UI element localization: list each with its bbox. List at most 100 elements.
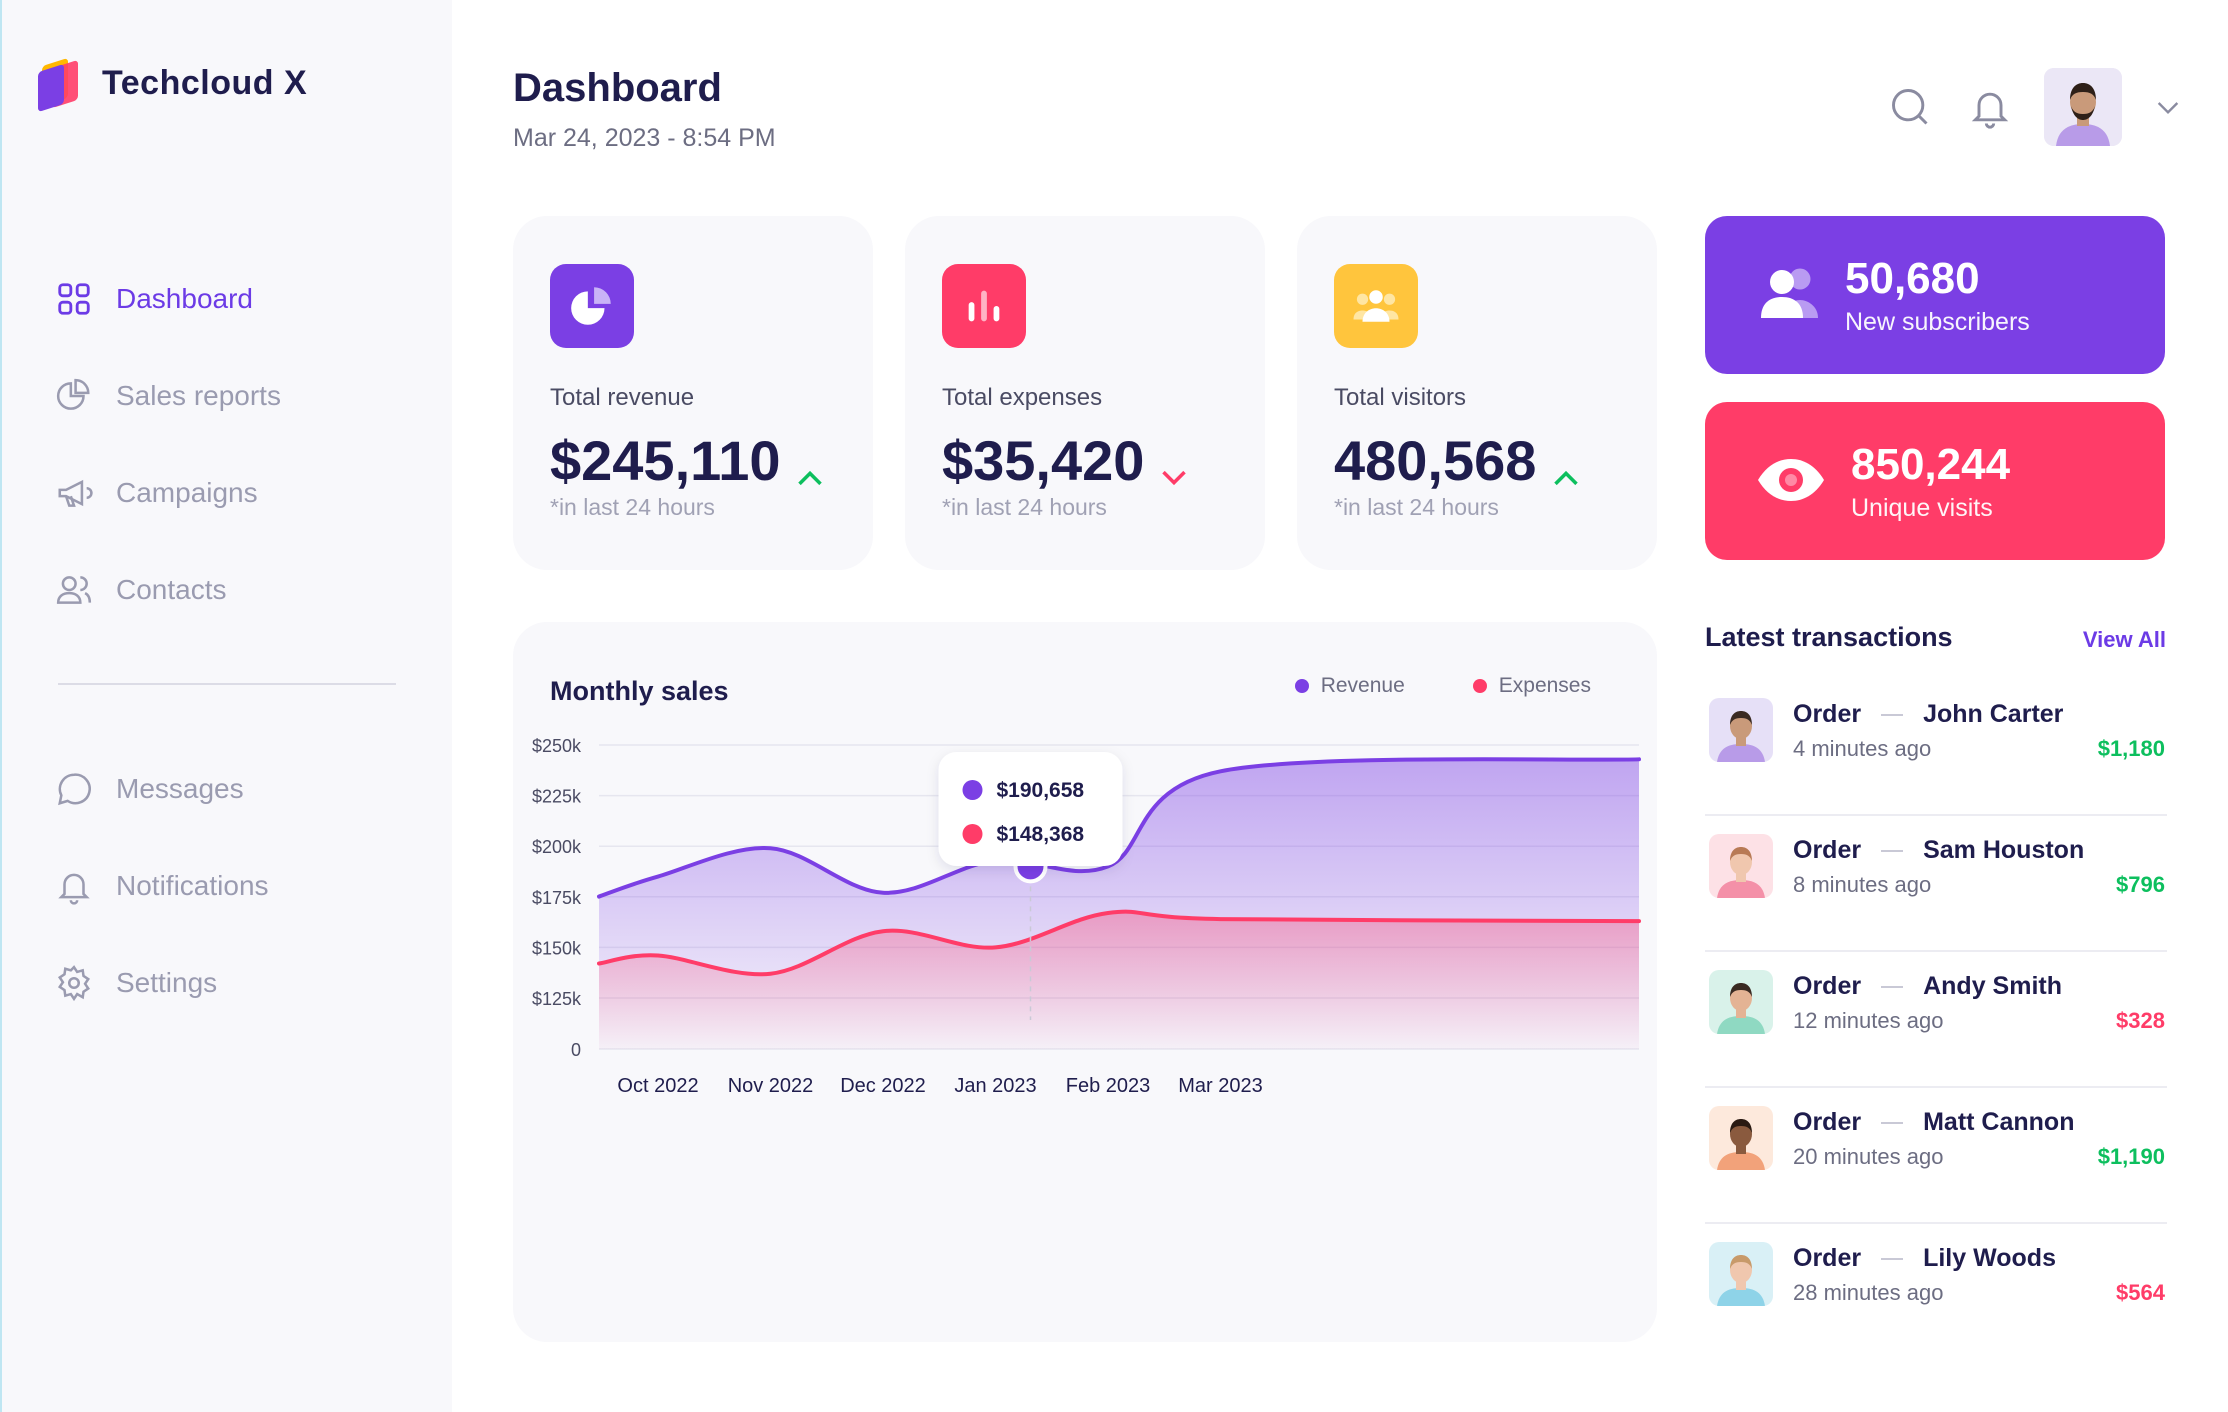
header-actions bbox=[1854, 68, 2188, 146]
trend-down-icon bbox=[1160, 436, 1188, 501]
sidebar-item-sales-reports[interactable]: Sales reports bbox=[54, 347, 414, 444]
y-tick-label: $125k bbox=[532, 989, 582, 1009]
pie-chart-icon bbox=[54, 376, 94, 416]
highlight-card-subscribers[interactable]: 50,680 New subscribers bbox=[1705, 216, 2165, 374]
transaction-title: Order Matt Cannon bbox=[1793, 1108, 2074, 1137]
tooltip-expenses-value: $148,368 bbox=[997, 823, 1085, 846]
sidebar-item-label: Sales reports bbox=[116, 379, 281, 411]
transaction-amount: $1,180 bbox=[2097, 736, 2165, 761]
grid-icon bbox=[54, 279, 94, 319]
transaction-amount: $564 bbox=[2116, 1280, 2165, 1305]
series-line-expenses bbox=[597, 909, 1641, 977]
tooltip-dot-revenue bbox=[962, 780, 983, 800]
stat-card-visitors[interactable]: Total visitors 480,568 *in last 24 hours bbox=[1297, 216, 1657, 570]
y-tick-label: 0 bbox=[571, 1040, 581, 1060]
highlight-card-visits[interactable]: 850,244 Unique visits bbox=[1705, 402, 2165, 560]
transaction-time: 4 minutes ago bbox=[1793, 736, 1932, 761]
legend-label: Expenses bbox=[1498, 674, 1591, 697]
avatar bbox=[1709, 698, 1773, 762]
transaction-title: Order Lily Woods bbox=[1793, 1244, 2056, 1273]
transaction-time: 12 minutes ago bbox=[1793, 1008, 1944, 1033]
transaction-customer: Andy Smith bbox=[1923, 972, 2062, 1000]
stat-value: $35,420 bbox=[942, 420, 1188, 501]
avatar bbox=[1709, 970, 1773, 1034]
transaction-row[interactable]: Order Lily Woods 28 minutes ago $564 bbox=[1705, 1224, 2167, 1360]
avatar[interactable] bbox=[2044, 68, 2122, 146]
brand-name: Techcloud X bbox=[102, 63, 308, 102]
chat-bubble-icon bbox=[54, 769, 94, 809]
y-tick-label: $175k bbox=[532, 888, 582, 908]
transactions-title: Latest transactions bbox=[1705, 622, 1953, 652]
bell-icon bbox=[54, 866, 94, 906]
x-tick-label: Dec 2022 bbox=[840, 1075, 926, 1097]
page-datetime: Mar 24, 2023 - 8:54 PM bbox=[513, 124, 776, 152]
legend-dot bbox=[1472, 679, 1487, 693]
transaction-title: Order John Carter bbox=[1793, 700, 2063, 729]
eye-icon bbox=[1755, 444, 1827, 516]
legend-item-expenses[interactable]: Expenses bbox=[1472, 674, 1591, 698]
x-tick-label: Mar 2023 bbox=[1178, 1075, 1263, 1097]
stat-value-text: $245,110 bbox=[550, 429, 781, 492]
sidebar-item-settings[interactable]: Settings bbox=[54, 934, 414, 1031]
transaction-amount: $796 bbox=[2116, 872, 2165, 897]
stat-note: *in last 24 hours bbox=[1334, 494, 1499, 520]
separator bbox=[1881, 985, 1904, 988]
group-icon bbox=[1334, 264, 1418, 348]
stat-label: Total visitors bbox=[1334, 384, 1467, 411]
series-area-expenses bbox=[599, 911, 1639, 1049]
transaction-time: 8 minutes ago bbox=[1793, 872, 1932, 897]
stat-label: Total expenses bbox=[942, 384, 1103, 411]
sidebar-item-contacts[interactable]: Contacts bbox=[54, 541, 414, 638]
avatar bbox=[1709, 1106, 1773, 1170]
chevron-down-icon[interactable] bbox=[2148, 87, 2188, 127]
nav-divider bbox=[58, 683, 396, 685]
highlight-value: 850,244 bbox=[1851, 440, 2011, 489]
transaction-time: 20 minutes ago bbox=[1793, 1144, 1944, 1169]
transaction-type: Order bbox=[1793, 1108, 1862, 1136]
x-tick-label: Feb 2023 bbox=[1066, 1075, 1151, 1097]
legend-item-revenue[interactable]: Revenue bbox=[1294, 674, 1405, 698]
pie-chart-icon bbox=[550, 264, 634, 348]
sidebar: Techcloud X Dashboard Sales reports Camp… bbox=[0, 0, 452, 1412]
transaction-customer: Lily Woods bbox=[1923, 1244, 2056, 1272]
stat-value: $245,110 bbox=[550, 420, 824, 501]
transaction-type: Order bbox=[1793, 700, 1862, 728]
trend-up-icon bbox=[796, 436, 824, 501]
legend-label: Revenue bbox=[1320, 674, 1405, 697]
sidebar-item-campaigns[interactable]: Campaigns bbox=[54, 444, 414, 541]
x-tick-label: Jan 2023 bbox=[954, 1075, 1036, 1097]
transaction-title: Order Andy Smith bbox=[1793, 972, 2062, 1001]
transaction-type: Order bbox=[1793, 1244, 1862, 1272]
transaction-row[interactable]: Order Sam Houston 8 minutes ago $796 bbox=[1705, 816, 2167, 952]
bell-icon[interactable] bbox=[1966, 83, 2014, 131]
chart-title: Monthly sales bbox=[550, 676, 729, 706]
sidebar-item-dashboard[interactable]: Dashboard bbox=[54, 250, 414, 347]
bar-chart-icon bbox=[942, 264, 1026, 348]
sidebar-item-notifications[interactable]: Notifications bbox=[54, 837, 414, 934]
brand[interactable]: Techcloud X bbox=[38, 57, 308, 113]
transaction-title: Order Sam Houston bbox=[1793, 836, 2084, 865]
stat-card-expenses[interactable]: Total expenses $35,420 *in last 24 hours bbox=[905, 216, 1265, 570]
megaphone-icon bbox=[54, 473, 94, 513]
highlight-value: 50,680 bbox=[1845, 254, 1980, 303]
view-all-link[interactable]: View All bbox=[2082, 627, 2166, 652]
users-icon bbox=[1755, 258, 1827, 330]
y-tick-label: $225k bbox=[532, 787, 582, 807]
sidebar-nav: Dashboard Sales reports Campaigns Contac… bbox=[54, 250, 414, 1031]
monthly-sales-chart[interactable]: 0 $125k $150k $175k $200k $225k $250k Oct 2022… bbox=[513, 622, 1657, 1342]
transaction-row[interactable]: Order John Carter 4 minutes ago $1,180 bbox=[1705, 680, 2167, 816]
monthly-sales-card: Monthly sales Revenue Expenses 0 $125k $15… bbox=[513, 622, 1657, 1342]
separator bbox=[1881, 1121, 1904, 1124]
transaction-row[interactable]: Order Andy Smith 12 minutes ago $328 bbox=[1705, 952, 2167, 1088]
search-icon[interactable] bbox=[1886, 83, 1934, 131]
stat-value: 480,568 bbox=[1334, 420, 1580, 501]
sidebar-item-label: Dashboard bbox=[116, 282, 253, 314]
sidebar-item-label: Contacts bbox=[116, 573, 227, 605]
transaction-customer: Matt Cannon bbox=[1923, 1108, 2075, 1136]
separator bbox=[1881, 849, 1904, 852]
transaction-row[interactable]: Order Matt Cannon 20 minutes ago $1,190 bbox=[1705, 1088, 2167, 1224]
sidebar-item-messages[interactable]: Messages bbox=[54, 740, 414, 837]
transaction-type: Order bbox=[1793, 972, 1862, 1000]
stat-card-revenue[interactable]: Total revenue $245,110 *in last 24 hours bbox=[513, 216, 873, 570]
stat-value-text: 480,568 bbox=[1334, 429, 1537, 492]
